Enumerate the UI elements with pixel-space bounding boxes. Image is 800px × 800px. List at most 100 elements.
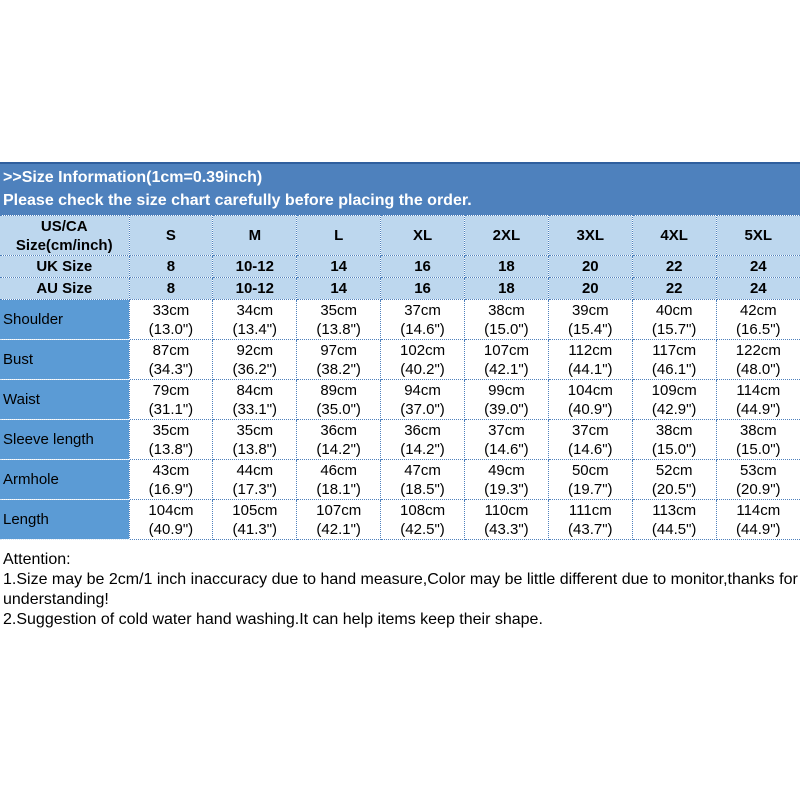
- cell-shoulder-2xl: 38cm (15.0"): [464, 299, 549, 340]
- cell-bust-l: 97cm (38.2"): [296, 339, 382, 380]
- size-column-header-3xl: 3XL: [547, 215, 633, 256]
- cell-bust-2xl: 107cm (42.1"): [464, 339, 549, 380]
- cell-length-l: 107cm (42.1"): [296, 499, 382, 540]
- cell-uk-size-2xl: 18: [464, 255, 549, 278]
- cell-shoulder-5xl: 42cm (16.5"): [715, 299, 800, 340]
- cell-bust-s: 87cm (34.3"): [128, 339, 214, 380]
- size-column-header-5xl: 5XL: [715, 215, 800, 256]
- attention-heading: Attention:: [3, 551, 71, 568]
- cell-waist-2xl: 99cm (39.0"): [464, 379, 549, 420]
- cell-armhole-2xl: 49cm (19.3"): [464, 459, 549, 500]
- banner-title: >>Size Information(1cm=0.39inch): [3, 169, 263, 186]
- attention-line: 2.Suggestion of cold water hand washing.…: [3, 611, 543, 628]
- cell-shoulder-s: 33cm (13.0"): [128, 299, 214, 340]
- cell-waist-l: 89cm (35.0"): [296, 379, 382, 420]
- cell-au-size-4xl: 22: [631, 277, 717, 300]
- cell-length-m: 105cm (41.3"): [212, 499, 298, 540]
- cell-shoulder-3xl: 39cm (15.4"): [547, 299, 633, 340]
- cell-waist-5xl: 114cm (44.9"): [715, 379, 800, 420]
- table-row-sleeve-length: Sleeve length 35cm (13.8") 35cm (13.8") 36cm(…: [0, 419, 800, 460]
- banner-subtitle: Please check the size chart carefully be…: [3, 192, 472, 209]
- table-header-row: US/CA Size(cm/inch) S M L XL 2XL 3XL 4XL 5XL: [0, 215, 800, 256]
- cell-length-2xl: 110cm (43.3"): [464, 499, 549, 540]
- cell-bust-m: 92cm (36.2"): [212, 339, 298, 380]
- size-column-header-s: S: [128, 215, 214, 256]
- cell-shoulder-m: 34cm (13.4"): [212, 299, 298, 340]
- size-column-header-l: L: [296, 215, 382, 256]
- cell-uk-size-s: 8: [128, 255, 214, 278]
- corner-header-cell: US/CA Size(cm/inch): [0, 215, 130, 256]
- cell-sleeve-length-4xl: 38cm (15.0"): [631, 419, 717, 460]
- cell-waist-4xl: 109cm (42.9"): [631, 379, 717, 420]
- cell-uk-size-5xl: 24: [715, 255, 800, 278]
- cell-uk-size-4xl: 22: [631, 255, 717, 278]
- size-column-header-m: M: [212, 215, 298, 256]
- cell-waist-m: 84cm (33.1"): [212, 379, 298, 420]
- table-row-armhole: Armhole 43cm (16.9") 44cm (17.3") 46cm (18.1")…: [0, 459, 800, 500]
- cell-uk-size-l: 14: [296, 255, 382, 278]
- row-label-length: Length: [0, 499, 130, 540]
- cell-length-3xl: 111cm (43.7"): [547, 499, 633, 540]
- cell-armhole-5xl: 53cm (20.9"): [715, 459, 800, 500]
- size-column-header-xl: XL: [380, 215, 465, 256]
- cell-sleeve-length-xl: 36cm (14.2"): [380, 419, 465, 460]
- table-row-bust: Bust 87cm (34.3") 92cm (36.2") 97cm (38.2") 102…: [0, 339, 800, 380]
- table-row-waist: Waist 79cm (31.1") 84cm (33.1") 89cm (35.0") 94…: [0, 379, 800, 420]
- cell-au-size-3xl: 20: [547, 277, 633, 300]
- cell-bust-4xl: 117cm (46.1"): [631, 339, 717, 380]
- table-row-uk-size: UK Size 8 10-12 14 16 18 20 22 24: [0, 255, 800, 278]
- cell-waist-s: 79cm (31.1"): [128, 379, 214, 420]
- cell-sleeve-length-s: 35cm (13.8"): [128, 419, 214, 460]
- cell-shoulder-l: 35cm (13.8"): [296, 299, 382, 340]
- size-column-header-4xl: 4XL: [631, 215, 717, 256]
- cell-length-s: 104cm (40.9"): [128, 499, 214, 540]
- size-information-banner: >>Size Information(1cm=0.39inch) Please …: [0, 162, 800, 215]
- size-chart-table: US/CA Size(cm/inch) S M L XL 2XL 3XL 4XL 5XL UK Si…: [0, 215, 800, 540]
- cell-sleeve-length-m: 35cm (13.8"): [212, 419, 298, 460]
- cell-au-size-xl: 16: [380, 277, 465, 300]
- cell-au-size-l: 14: [296, 277, 382, 300]
- cell-length-xl: 108cm (42.5"): [380, 499, 465, 540]
- cell-sleeve-length-l: 36cm (14.2"): [296, 419, 382, 460]
- cell-armhole-4xl: 52cm (20.5"): [631, 459, 717, 500]
- row-label-armhole: Armhole: [0, 459, 130, 500]
- table-row-length: Length 104cm (40.9") 105cm (41.3") 107cm (42.1…: [0, 499, 800, 540]
- cell-armhole-m: 44cm (17.3"): [212, 459, 298, 500]
- cell-bust-3xl: 112cm (44.1"): [547, 339, 633, 380]
- row-label-shoulder: Shoulder: [0, 299, 130, 340]
- cell-au-size-2xl: 18: [464, 277, 549, 300]
- attention-line: understanding!: [3, 591, 109, 608]
- table-row-shoulder: Shoulder 33cm (13.0") 34cm (13.4") 35cm (13.8"…: [0, 299, 800, 340]
- cell-uk-size-3xl: 20: [547, 255, 633, 278]
- attention-section: Attention: 1.Size may be 2cm/1 inch inac…: [0, 550, 800, 630]
- cell-shoulder-4xl: 40cm (15.7"): [631, 299, 717, 340]
- cell-waist-3xl: 104cm (40.9"): [547, 379, 633, 420]
- row-label-sleeve-length: Sleeve length: [0, 419, 130, 460]
- cell-au-size-m: 10-12: [212, 277, 298, 300]
- cell-armhole-l: 46cm (18.1"): [296, 459, 382, 500]
- cell-length-5xl: 114cm (44.9"): [715, 499, 800, 540]
- table-row-au-size: AU Size 8 10-12 14 16 18 20 22 24: [0, 277, 800, 300]
- size-column-header-2xl: 2XL: [464, 215, 549, 256]
- cell-au-size-5xl: 24: [715, 277, 800, 300]
- cell-armhole-xl: 47cm (18.5"): [380, 459, 465, 500]
- cell-sleeve-length-3xl: 37cm (14.6"): [547, 419, 633, 460]
- cell-sleeve-length-2xl: 37cm (14.6"): [464, 419, 549, 460]
- cell-bust-xl: 102cm (40.2"): [380, 339, 465, 380]
- cell-bust-5xl: 122cm (48.0"): [715, 339, 800, 380]
- row-label-au-size: AU Size: [0, 277, 130, 300]
- cell-uk-size-m: 10-12: [212, 255, 298, 278]
- row-label-bust: Bust: [0, 339, 130, 380]
- cell-armhole-3xl: 50cm (19.7"): [547, 459, 633, 500]
- cell-shoulder-xl: 37cm (14.6"): [380, 299, 465, 340]
- cell-au-size-s: 8: [128, 277, 214, 300]
- cell-sleeve-length-5xl: 38cm (15.0"): [715, 419, 800, 460]
- cell-waist-xl: 94cm (37.0"): [380, 379, 465, 420]
- cell-length-4xl: 113cm (44.5"): [631, 499, 717, 540]
- cell-uk-size-xl: 16: [380, 255, 465, 278]
- row-label-uk-size: UK Size: [0, 255, 130, 278]
- row-label-waist: Waist: [0, 379, 130, 420]
- attention-line: 1.Size may be 2cm/1 inch inaccuracy due …: [3, 571, 800, 588]
- cell-armhole-s: 43cm (16.9"): [128, 459, 214, 500]
